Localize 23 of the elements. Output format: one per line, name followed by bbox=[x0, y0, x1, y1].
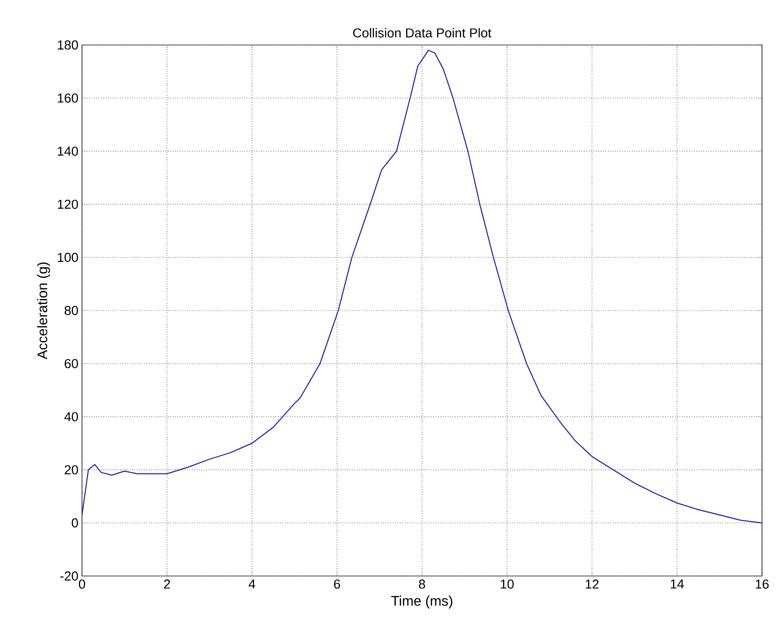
y-tick-label: 0 bbox=[72, 518, 78, 528]
x-tick-label: 8 bbox=[418, 580, 426, 589]
x-tick-label: 6 bbox=[334, 580, 340, 589]
y-tick-label: 140 bbox=[58, 146, 78, 156]
x-axis-title: Time (ms) bbox=[391, 596, 452, 609]
x-tick-label: 10 bbox=[500, 580, 514, 589]
y-tick-label: 80 bbox=[64, 306, 78, 316]
y-tick-label: 160 bbox=[58, 94, 78, 103]
y-tick-label: 120 bbox=[58, 200, 78, 209]
y-tick-label: 60 bbox=[64, 359, 78, 368]
x-tick-label: 4 bbox=[248, 580, 256, 588]
y-axis-title: Acceleration (g) bbox=[37, 262, 50, 360]
chart-title: Collision Data Point Plot bbox=[353, 28, 492, 38]
y-tick-label: 40 bbox=[64, 412, 78, 422]
y-tick-label: -20 bbox=[60, 571, 78, 581]
y-tick-label: 20 bbox=[64, 465, 78, 474]
x-tick-label: 16 bbox=[756, 580, 769, 589]
x-tick-label: 2 bbox=[164, 580, 170, 589]
x-tick-label: 12 bbox=[586, 580, 599, 589]
y-tick-label: 100 bbox=[58, 252, 78, 262]
x-tick-label: 14 bbox=[670, 580, 684, 588]
x-tick-label: 0 bbox=[78, 580, 86, 589]
y-tick-label: 180 bbox=[58, 40, 78, 50]
